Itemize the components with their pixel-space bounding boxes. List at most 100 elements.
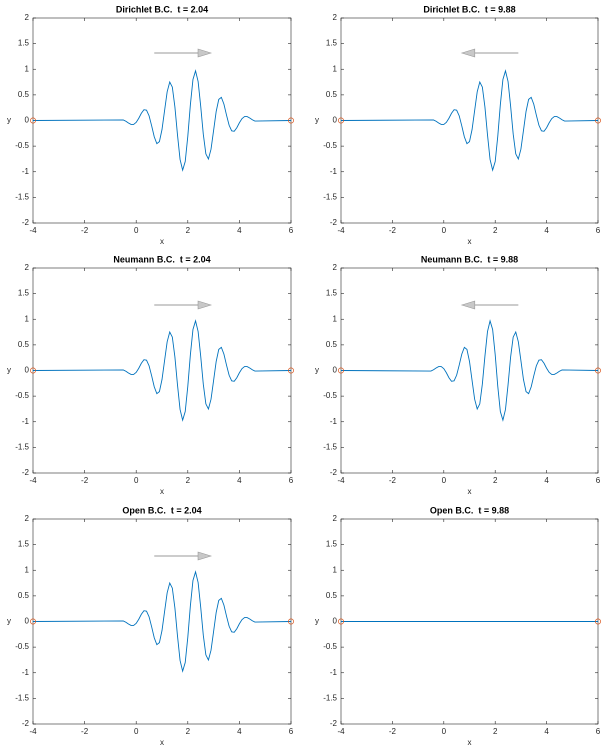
y-tick-label: 1 [25, 565, 30, 574]
y-tick-label: 2 [333, 263, 338, 272]
x-tick-label: -4 [29, 226, 37, 235]
boundary-marker [595, 367, 601, 374]
y-tick-label: -1 [330, 167, 338, 176]
x-tick-label: 2 [493, 476, 498, 485]
x-tick-label: 0 [442, 226, 447, 235]
x-tick-label: -2 [389, 727, 397, 736]
y-tick-label: 1 [333, 565, 338, 574]
y-tick-label: 0 [333, 366, 338, 375]
x-tick-label: 2 [493, 226, 498, 235]
x-axis-label: x [160, 237, 164, 246]
y-tick-label: -1 [330, 668, 338, 677]
x-tick-label: -4 [29, 727, 37, 736]
y-tick-label: -2 [22, 218, 30, 227]
y-tick-label: 1 [333, 314, 338, 323]
x-tick-label: 2 [186, 476, 191, 485]
y-axis-label: y [7, 366, 11, 375]
arrow-head [460, 48, 476, 58]
wave-line [32, 570, 292, 673]
x-axis-label: x [468, 738, 472, 747]
y-tick-label: 1 [333, 64, 338, 73]
boundary-marker [288, 367, 294, 374]
x-tick-label: 4 [237, 476, 242, 485]
y-tick-label: -1.5 [15, 192, 29, 201]
x-axis-label: x [468, 487, 472, 496]
arrow-head [197, 551, 213, 561]
y-tick-label: 2 [333, 514, 338, 523]
x-tick-label: -4 [337, 476, 345, 485]
arrow-head [197, 48, 213, 58]
chart-title: Neumann B.C. t = 9.88 [421, 254, 518, 264]
y-tick-label: 2 [25, 514, 30, 523]
boundary-marker [338, 117, 344, 124]
x-tick-label: 6 [596, 727, 601, 736]
boundary-marker [338, 618, 344, 625]
y-tick-label: -2 [330, 719, 338, 728]
y-tick-label: 1.5 [18, 540, 30, 549]
y-tick-label: 0.5 [326, 90, 338, 99]
y-tick-label: 2 [333, 13, 338, 22]
x-tick-label: 6 [289, 476, 294, 485]
boundary-marker [30, 117, 36, 124]
x-tick-label: 2 [186, 727, 191, 736]
y-tick-label: -0.5 [15, 642, 29, 651]
x-tick-label: -2 [81, 727, 89, 736]
x-axis-label: x [160, 487, 164, 496]
x-tick-label: -2 [81, 226, 89, 235]
x-tick-label: 6 [596, 226, 601, 235]
x-tick-label: 6 [596, 476, 601, 485]
chart-title: Dirichlet B.C. t = 2.04 [116, 4, 208, 14]
x-tick-label: 0 [442, 727, 447, 736]
x-tick-label: 2 [186, 226, 191, 235]
y-tick-label: 2 [25, 13, 30, 22]
y-tick-label: 0.5 [326, 340, 338, 349]
wave-line [32, 319, 292, 422]
x-tick-label: -4 [29, 476, 37, 485]
x-tick-label: 0 [134, 727, 139, 736]
y-tick-label: -0.5 [15, 391, 29, 400]
x-tick-label: -2 [389, 226, 397, 235]
chart-title: Dirichlet B.C. t = 9.88 [423, 4, 515, 14]
y-tick-label: -1 [22, 668, 30, 677]
boundary-marker [30, 618, 36, 625]
y-tick-label: 0.5 [326, 591, 338, 600]
y-tick-label: 0 [333, 116, 338, 125]
wave-line [340, 69, 599, 172]
y-tick-label: -1.5 [15, 442, 29, 451]
x-tick-label: -4 [337, 727, 345, 736]
wave-line [32, 69, 292, 172]
chart-title: Open B.C. t = 2.04 [122, 505, 201, 515]
chart-title: Open B.C. t = 9.88 [430, 505, 509, 515]
x-tick-label: 6 [289, 727, 294, 736]
y-tick-label: -0.5 [15, 141, 29, 150]
y-tick-label: -2 [22, 719, 30, 728]
y-tick-label: -1 [330, 417, 338, 426]
x-tick-label: 4 [237, 226, 242, 235]
x-tick-label: 4 [544, 476, 549, 485]
y-tick-label: -1 [22, 417, 30, 426]
y-tick-label: -2 [22, 468, 30, 477]
x-tick-label: 6 [289, 226, 294, 235]
y-tick-label: -1.5 [323, 192, 337, 201]
x-tick-label: 4 [237, 727, 242, 736]
y-tick-label: 2 [25, 263, 30, 272]
y-tick-label: -0.5 [323, 141, 337, 150]
y-tick-label: 1.5 [326, 540, 338, 549]
y-axis-label: y [7, 116, 11, 125]
y-tick-label: 1.5 [326, 289, 338, 298]
y-tick-label: -0.5 [323, 391, 337, 400]
y-tick-label: 0.5 [18, 591, 30, 600]
y-tick-label: -1 [22, 167, 30, 176]
y-tick-label: 1.5 [18, 289, 30, 298]
boundary-marker [30, 367, 36, 374]
wave-line [340, 319, 599, 422]
boundary-marker [595, 117, 601, 124]
y-axis-label: y [315, 366, 319, 375]
x-tick-label: 4 [544, 727, 549, 736]
x-tick-label: 4 [544, 226, 549, 235]
